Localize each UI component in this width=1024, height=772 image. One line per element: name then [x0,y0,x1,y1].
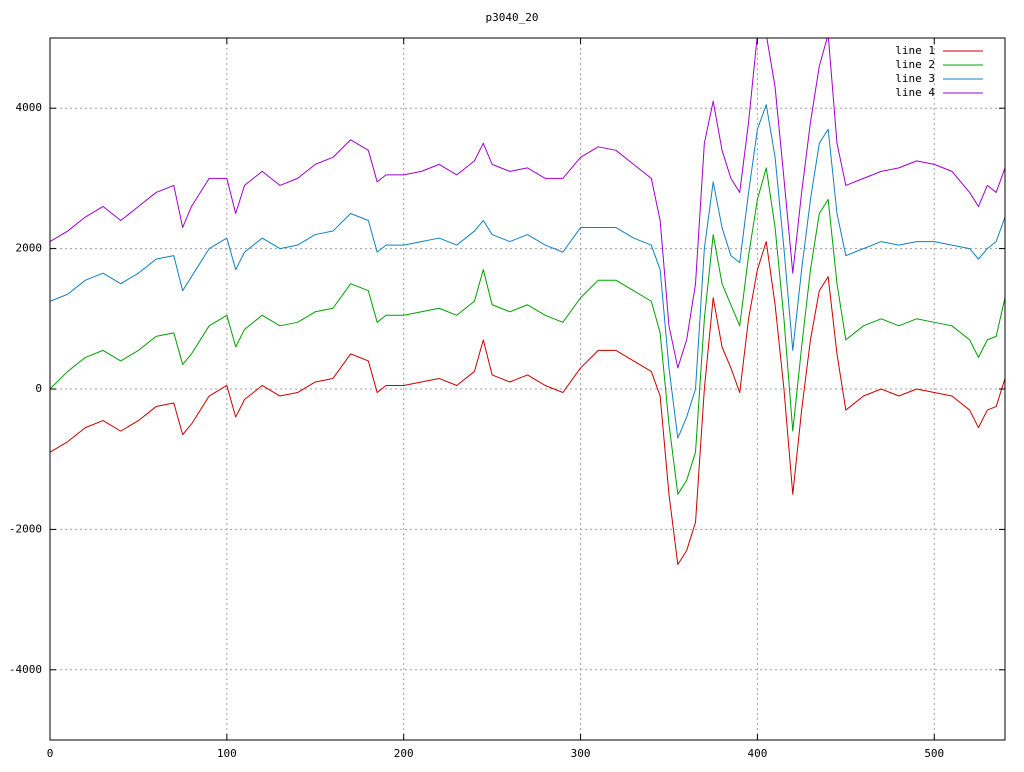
grid [49,38,1005,740]
y-tick-label: -4000 [9,663,42,676]
series-line [50,167,1005,495]
axes: -4000 -2000 0 2000 4000 0 100 200 300 400 500 [9,38,1005,760]
x-tick-label: 300 [571,747,591,760]
legend-label: line 1 [895,44,935,57]
legend-label: line 2 [895,58,935,71]
legend-label: line 3 [895,72,935,85]
x-tick-label: 500 [924,747,944,760]
x-tick-label: 100 [217,747,237,760]
y-tick-label: 4000 [16,101,43,114]
series-line [50,241,1005,565]
legend-label: line 4 [895,86,935,99]
y-tick-label: 2000 [16,242,43,255]
y-tick-label: 0 [35,382,42,395]
x-tick-label: 0 [47,747,54,760]
plot-lines [50,38,1005,565]
chart-title: p3040_20 [486,11,539,24]
y-tick-label: -2000 [9,522,42,535]
x-tick-label: 200 [394,747,414,760]
x-tick-label: 400 [747,747,767,760]
series-line [50,38,1005,369]
series-line [50,104,1005,439]
